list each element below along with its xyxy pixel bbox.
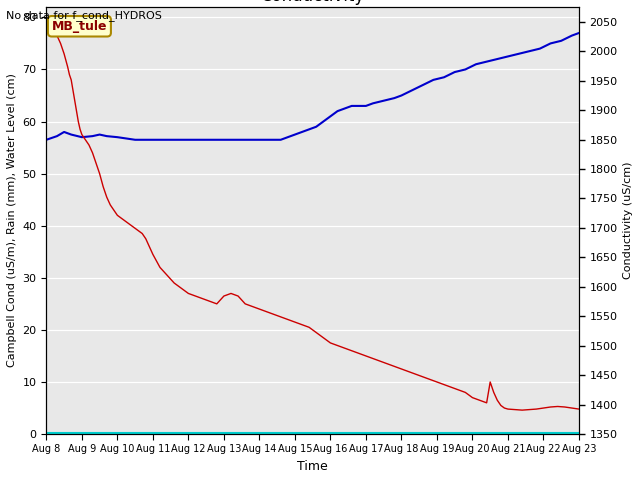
Title: Conductivity: Conductivity [260,0,365,5]
Y-axis label: Campbell Cond (uS/m), Rain (mm), Water Level (cm): Campbell Cond (uS/m), Rain (mm), Water L… [7,73,17,368]
Y-axis label: Conductivity (uS/cm): Conductivity (uS/cm) [623,162,633,279]
Text: No data for f_cond_HYDROS: No data for f_cond_HYDROS [6,10,163,21]
X-axis label: Time: Time [297,460,328,473]
Text: MB_tule: MB_tule [52,20,107,33]
